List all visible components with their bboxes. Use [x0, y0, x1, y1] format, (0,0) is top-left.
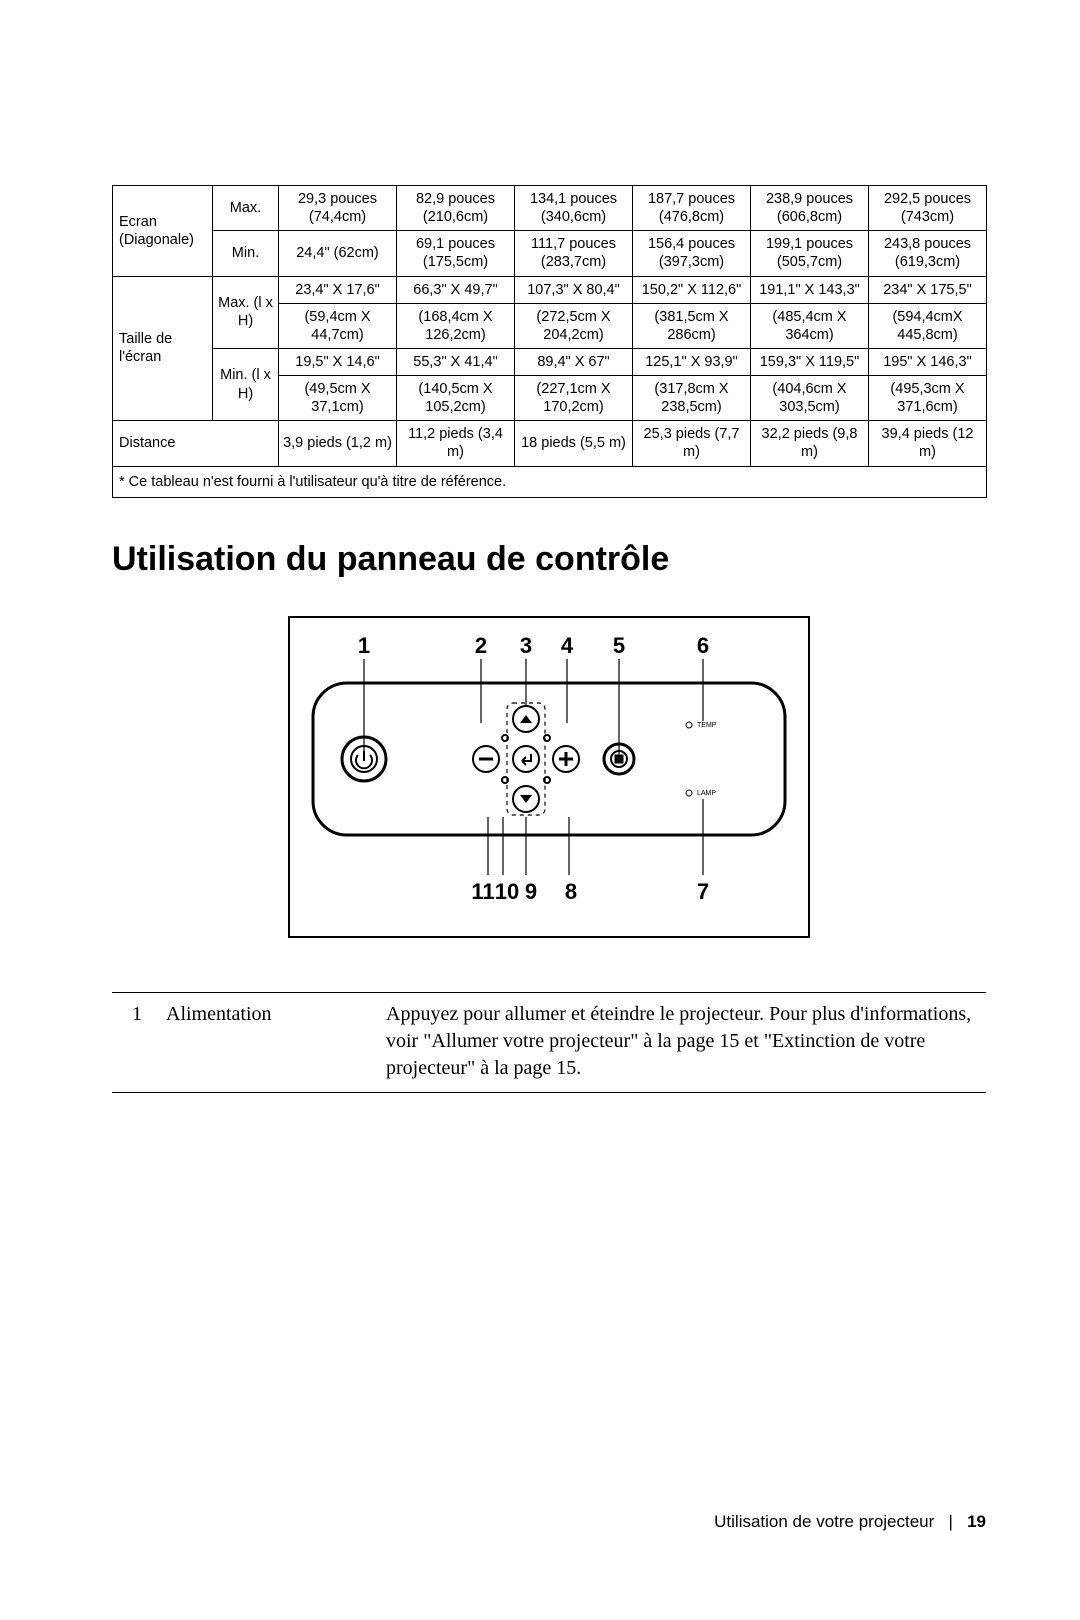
cell: 89,4" X 67" [515, 348, 633, 375]
cell: 134,1 pouces (340,6cm) [515, 186, 633, 231]
cell: 159,3" X 119,5" [751, 348, 869, 375]
desc-text: Appuyez pour allumer et éteindre le proj… [382, 992, 986, 1092]
cell: 66,3" X 49,7" [397, 276, 515, 303]
lamp-led-label: LAMP [697, 790, 716, 797]
cell: 199,1 pouces (505,7cm) [751, 231, 869, 276]
page-footer: Utilisation de votre projecteur | 19 [714, 1512, 986, 1532]
cell: 24,4" (62cm) [279, 231, 397, 276]
control-panel-diagram: 1 2 3 4 5 6 [269, 607, 829, 947]
cell: (140,5cm X 105,2cm) [397, 376, 515, 421]
footer-section: Utilisation de votre projecteur [714, 1512, 934, 1531]
cell: (485,4cm X 364cm) [751, 303, 869, 348]
cell: 187,7 pouces (476,8cm) [633, 186, 751, 231]
cell: (594,4cmX 445,8cm) [869, 303, 987, 348]
cell: 243,8 pouces (619,3cm) [869, 231, 987, 276]
cell: 292,5 pouces (743cm) [869, 186, 987, 231]
callout-5: 5 [613, 633, 625, 658]
table-footnote: * Ce tableau n'est fourni à l'utilisateu… [113, 466, 987, 497]
temp-led-label: TEMP [697, 722, 717, 729]
cell: 32,2 pieds (9,8 m) [751, 421, 869, 466]
cell: 25,3 pieds (7,7 m) [633, 421, 751, 466]
description-table: 1 Alimentation Appuyez pour allumer et é… [112, 992, 986, 1093]
cell: (272,5cm X 204,2cm) [515, 303, 633, 348]
cell: 195" X 146,3" [869, 348, 987, 375]
cell: 150,2" X 112,6" [633, 276, 751, 303]
row-sub: Min. (l x H) [213, 348, 279, 420]
callout-4: 4 [561, 633, 574, 658]
cell: 29,3 pouces (74,4cm) [279, 186, 397, 231]
section-heading: Utilisation du panneau de contrôle [112, 540, 986, 579]
svg-text:7: 7 [697, 879, 709, 904]
cell: 55,3" X 41,4" [397, 348, 515, 375]
callout-3: 3 [520, 633, 532, 658]
svg-text:11: 11 [471, 879, 494, 904]
cell: 19,5" X 14,6" [279, 348, 397, 375]
page-number: 19 [967, 1512, 986, 1531]
row-label: Ecran (Diagonale) [113, 186, 213, 277]
row-label: Taille de l'écran [113, 276, 213, 421]
svg-text:9: 9 [525, 879, 537, 904]
cell: 125,1" X 93,9" [633, 348, 751, 375]
row-label: Distance [113, 421, 279, 466]
cell: 3,9 pieds (1,2 m) [279, 421, 397, 466]
cell: 234" X 175,5" [869, 276, 987, 303]
desc-name: Alimentation [162, 992, 382, 1092]
row-sub: Max. (l x H) [213, 276, 279, 348]
cell: (49,5cm X 37,1cm) [279, 376, 397, 421]
callout-2: 2 [475, 633, 487, 658]
cell: 18 pieds (5,5 m) [515, 421, 633, 466]
cell: 238,9 pouces (606,8cm) [751, 186, 869, 231]
cell: (59,4cm X 44,7cm) [279, 303, 397, 348]
cell: 23,4" X 17,6" [279, 276, 397, 303]
cell: 39,4 pieds (12 m) [869, 421, 987, 466]
desc-number: 1 [112, 992, 162, 1092]
cell: (404,6cm X 303,5cm) [751, 376, 869, 421]
cell: 191,1" X 143,3" [751, 276, 869, 303]
callout-6: 6 [697, 633, 709, 658]
cell: 82,9 pouces (210,6cm) [397, 186, 515, 231]
cell: 11,2 pieds (3,4 m) [397, 421, 515, 466]
cell: (317,8cm X 238,5cm) [633, 376, 751, 421]
enter-button-icon [513, 746, 539, 772]
callout-1: 1 [358, 633, 370, 658]
cell: (495,3cm X 371,6cm) [869, 376, 987, 421]
footer-sep: | [948, 1512, 952, 1531]
cell: (168,4cm X 126,2cm) [397, 303, 515, 348]
svg-text:8: 8 [565, 879, 577, 904]
cell: (227,1cm X 170,2cm) [515, 376, 633, 421]
spec-table: Ecran (Diagonale) Max. 29,3 pouces (74,4… [112, 185, 987, 498]
cell: 156,4 pouces (397,3cm) [633, 231, 751, 276]
cell: 69,1 pouces (175,5cm) [397, 231, 515, 276]
row-sub: Max. [213, 186, 279, 231]
row-sub: Min. [213, 231, 279, 276]
svg-text:10: 10 [495, 879, 519, 904]
cell: (381,5cm X 286cm) [633, 303, 751, 348]
cell: 111,7 pouces (283,7cm) [515, 231, 633, 276]
cell: 107,3" X 80,4" [515, 276, 633, 303]
